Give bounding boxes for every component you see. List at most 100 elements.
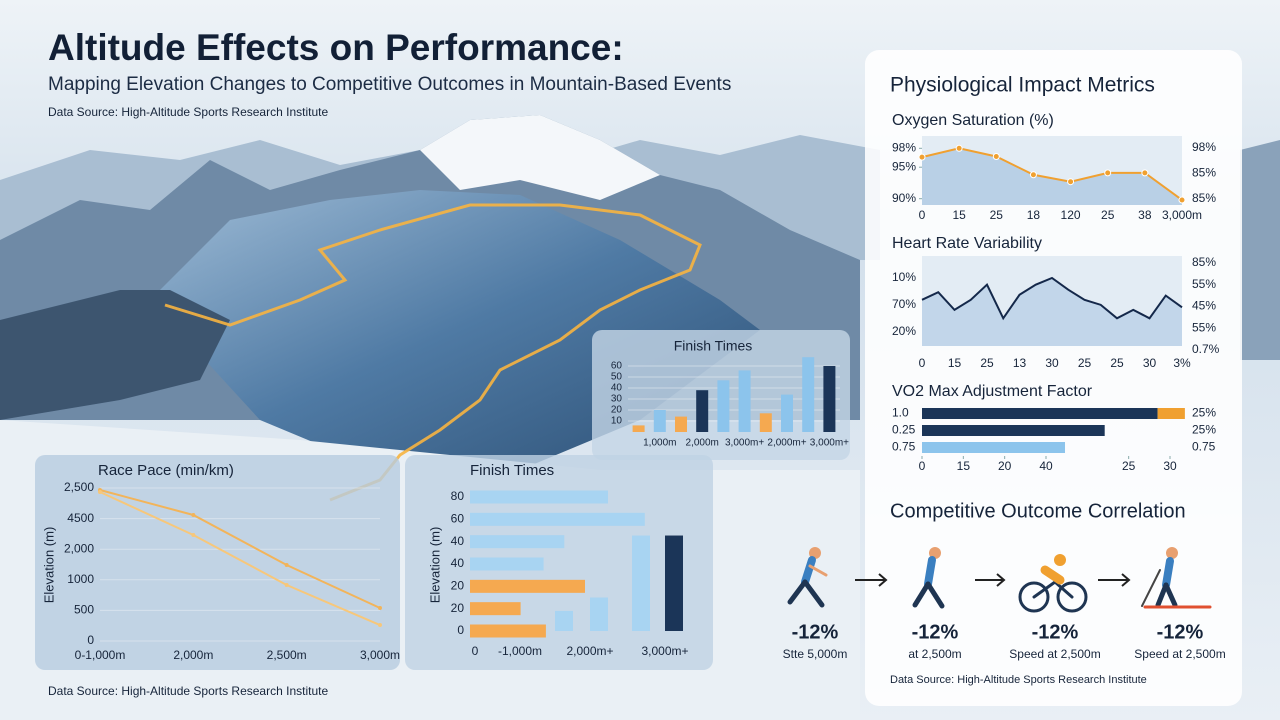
row-label: 40 [451, 534, 465, 548]
y-tick-label: 4500 [67, 511, 94, 525]
ridge [0, 290, 230, 420]
bar [696, 390, 709, 432]
bar [470, 602, 521, 616]
chart-title: Finish Times [674, 338, 753, 354]
section-title: Competitive Outcome Correlation [890, 500, 1186, 522]
y-axis-label: Elevation (m) [427, 527, 442, 604]
column [632, 535, 650, 631]
x-tick-label: 15 [957, 459, 971, 473]
row-label: 20 [451, 579, 465, 593]
subtitle: Mapping Elevation Changes to Competitive… [48, 74, 731, 95]
source: Data Source: High-Altitude Sports Resear… [48, 684, 328, 698]
point [98, 489, 102, 494]
cyclist-icon [1018, 554, 1088, 613]
line [921, 276, 1183, 321]
outcome-caption: Stte 5,000m [783, 647, 848, 661]
bar [1157, 408, 1185, 419]
x-tick-label: 3,000m+ [810, 438, 849, 449]
row-label: 0.75 [892, 440, 916, 454]
bar [470, 490, 608, 504]
y-tick-label: 30 [611, 394, 623, 405]
x-tick-label: 2,000m [173, 648, 213, 662]
row-label: 0.25 [892, 423, 916, 437]
point [1029, 171, 1037, 179]
column [590, 597, 608, 631]
outcome-caption: at 2,500m [908, 647, 961, 661]
y-tick-label: 20 [611, 405, 623, 416]
x-tick-label: 3,000m [1162, 208, 1202, 222]
y-tick-label: 500 [74, 603, 94, 617]
bar [653, 410, 666, 432]
y-tick-label: 90% [892, 191, 916, 205]
route-line [164, 203, 702, 502]
y-tick-label: 0 [87, 633, 94, 647]
point [1178, 196, 1186, 204]
x-tick-label: 30 [1163, 459, 1177, 473]
x-tick-label: 15 [952, 208, 966, 222]
right-label: 85% [1192, 166, 1216, 180]
x-tick-label: -1,000m [498, 644, 542, 658]
right-label: 85% [1192, 191, 1216, 205]
x-tick-label: 0-1,000m [75, 648, 126, 662]
bar [470, 512, 645, 526]
line [99, 491, 381, 626]
column [665, 535, 683, 631]
y-tick-label: 60 [611, 361, 623, 372]
line [99, 489, 381, 609]
x-tick-label: 25 [990, 208, 1004, 222]
y-tick-label: 95% [892, 159, 916, 173]
x-tick-label: 25 [1122, 459, 1136, 473]
bar [922, 425, 1105, 436]
x-tick-label: 0 [919, 208, 926, 222]
y-label: 20% [892, 324, 916, 338]
x-tick-label: 30 [1143, 356, 1157, 370]
bar [470, 557, 544, 571]
chart-title: Heart Rate Variability [892, 235, 1042, 252]
right-label: 55% [1192, 320, 1216, 334]
skier-icon [1141, 547, 1212, 609]
x-tick-label: 0 [472, 644, 479, 658]
x-tick-label: 1,000m [643, 438, 676, 449]
outcome-value: -12% [1032, 621, 1079, 643]
right-label: 25% [1192, 406, 1216, 420]
x-tick-label: 25 [1101, 208, 1115, 222]
point [284, 562, 289, 567]
chart-title: Race Pace (min/km) [98, 462, 234, 479]
outcome-value: -12% [912, 621, 959, 643]
runner-icon [787, 547, 828, 608]
chart-panel [35, 455, 400, 670]
chart-title: VO2 Max Adjustment Factor [892, 383, 1093, 400]
y-tick-label: 98% [892, 140, 916, 154]
x-tick-label: 0 [919, 459, 926, 473]
bar [717, 380, 730, 432]
bar [632, 425, 645, 432]
x-tick-label: 25 [980, 356, 994, 370]
x-tick-label: 40 [1039, 459, 1053, 473]
x-tick-label: 2,000m [686, 438, 719, 449]
bar [759, 413, 772, 432]
x-tick-label: 3,000m [360, 648, 400, 662]
bar [922, 442, 1066, 453]
area [922, 148, 1182, 205]
y-label: 70% [892, 297, 916, 311]
x-tick-label: 2,500m [267, 648, 307, 662]
bar [781, 394, 793, 432]
point [191, 512, 196, 517]
point [284, 583, 289, 588]
x-tick-label: 38 [1138, 208, 1152, 222]
point [918, 153, 926, 161]
x-tick-label: 3,000m+ [725, 438, 764, 449]
x-tick-label: 25 [1078, 356, 1092, 370]
row-label: 80 [451, 489, 465, 503]
y-tick-label: 1000 [67, 572, 94, 586]
point [955, 144, 963, 152]
point [1141, 169, 1149, 177]
source: Data Source: High-Altitude Sports Resear… [890, 674, 1147, 686]
x-tick-label: 18 [1027, 208, 1041, 222]
x-tick-label: 3% [1173, 356, 1191, 370]
x-tick-label: 15 [948, 356, 962, 370]
title: Altitude Effects on Performance: [48, 27, 624, 68]
right-label: 85% [1192, 255, 1216, 269]
bar [922, 408, 1158, 419]
